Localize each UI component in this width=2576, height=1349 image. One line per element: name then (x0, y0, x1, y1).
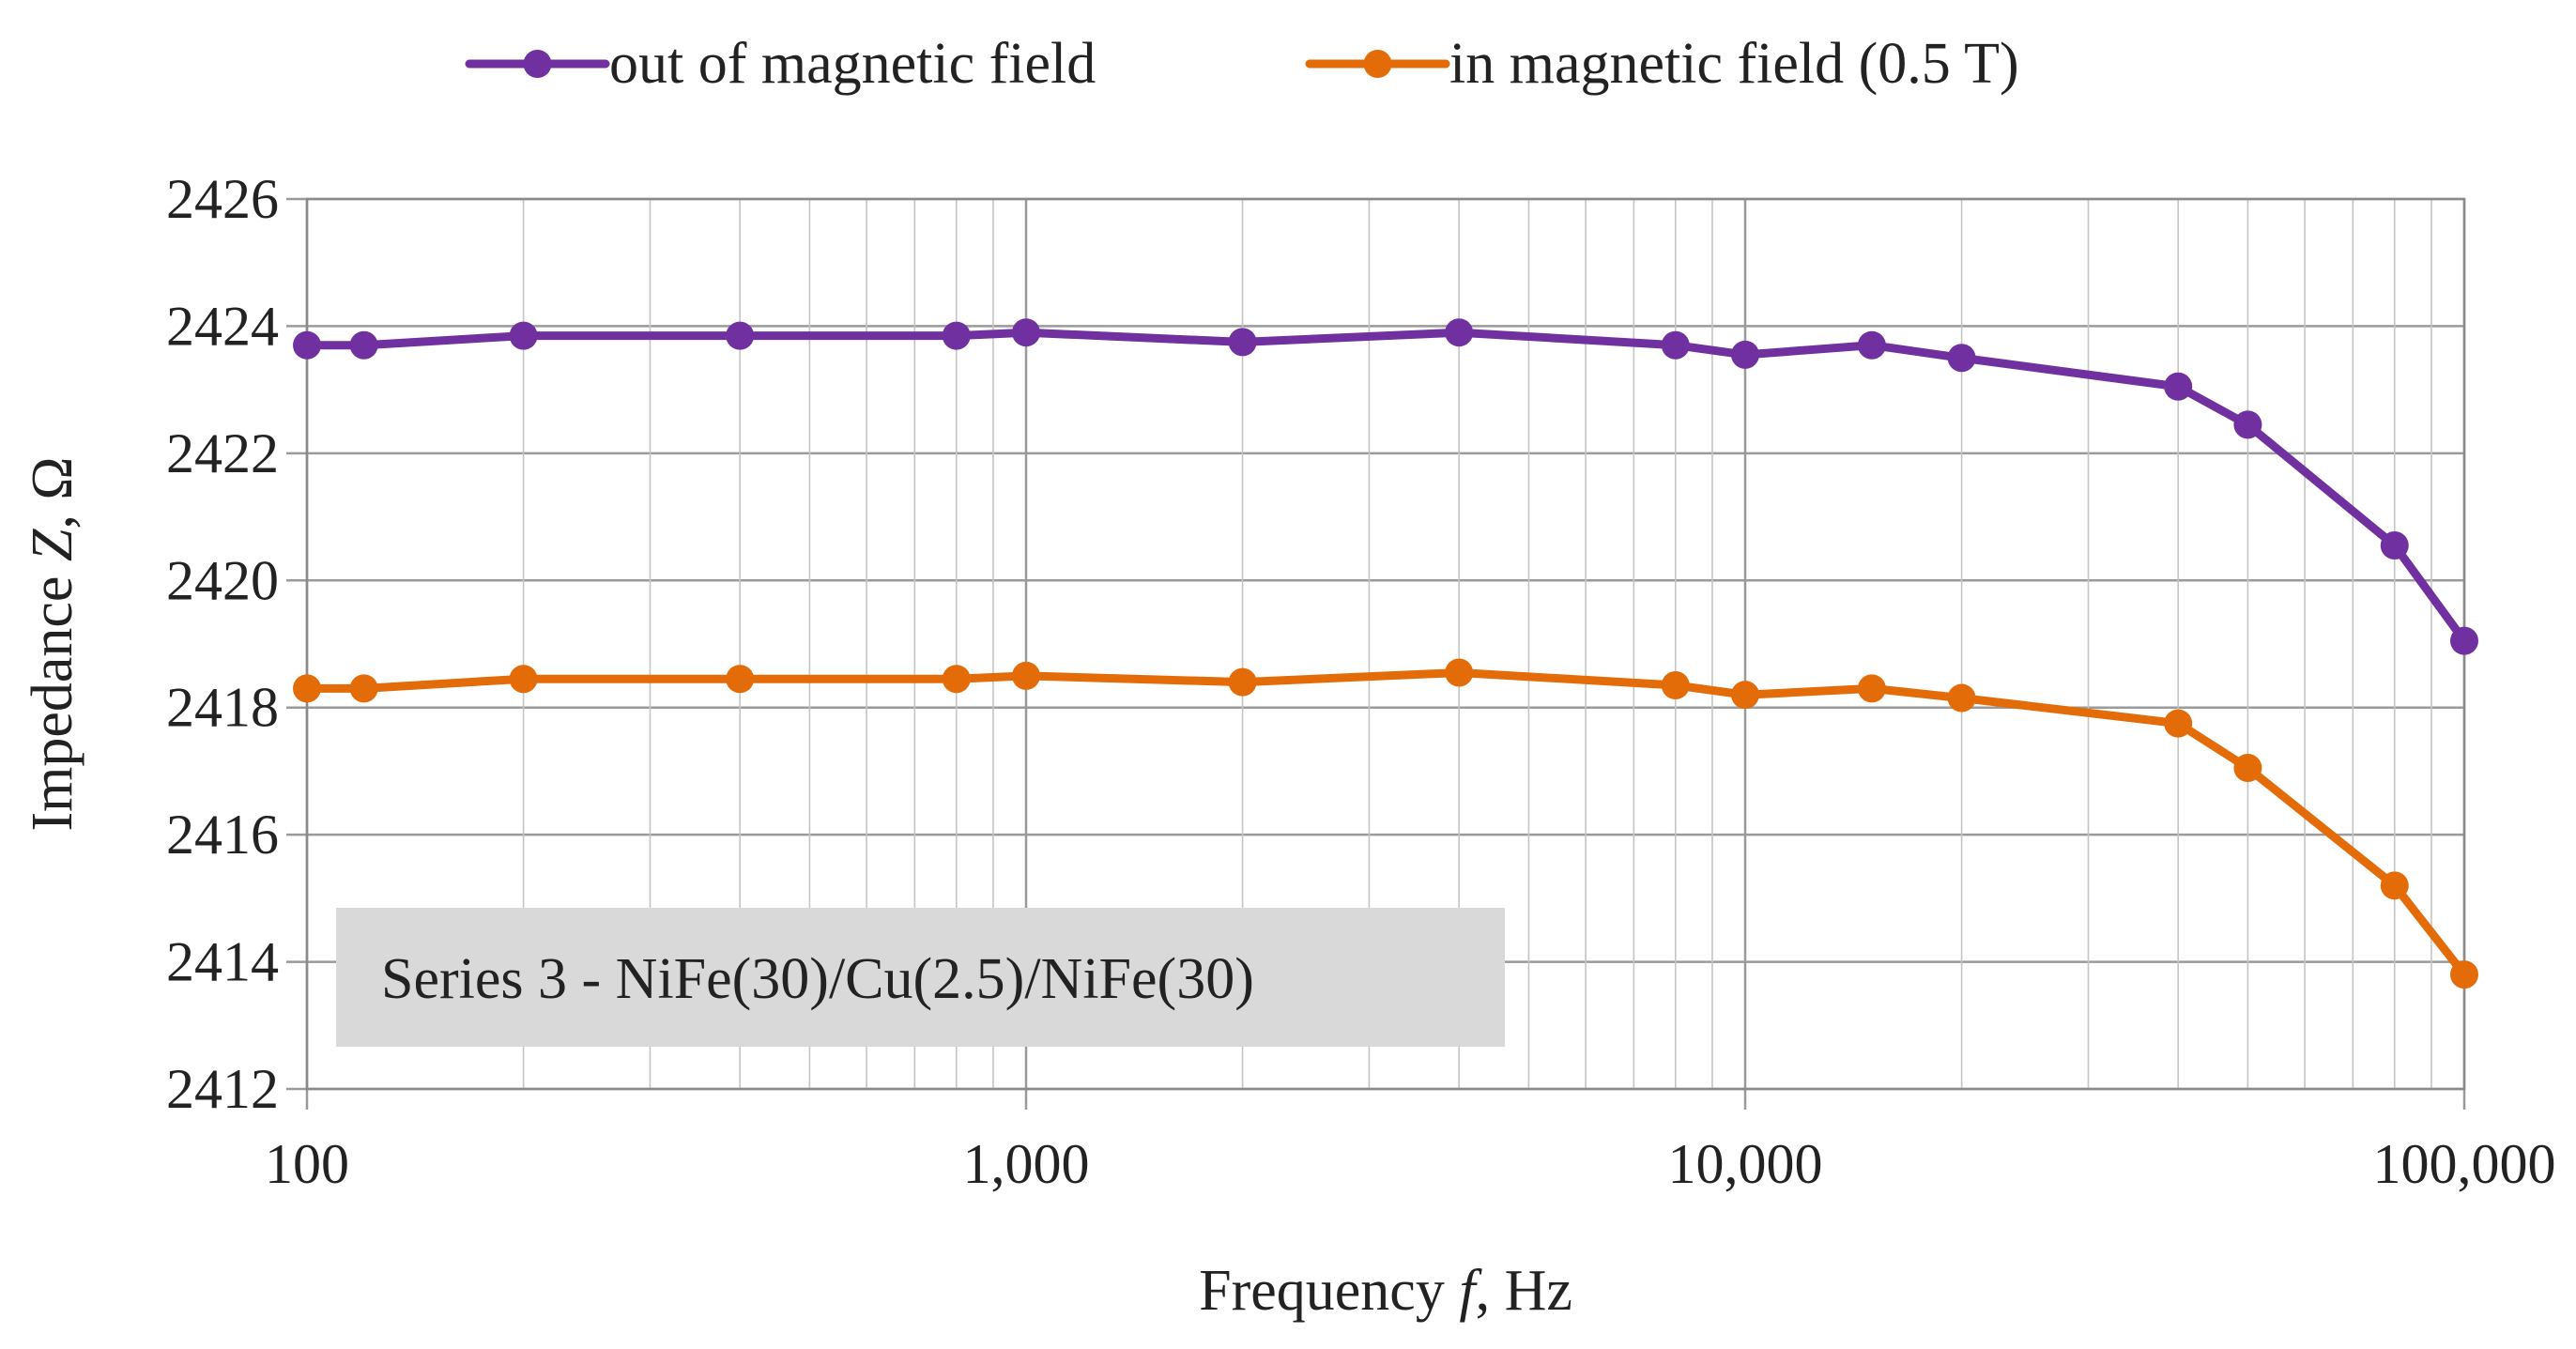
series-point-0 (1731, 340, 1759, 369)
series-point-0 (509, 321, 538, 350)
series-point-0 (1661, 330, 1690, 360)
series-point-0 (942, 321, 971, 350)
y-axis-title: Impedance Z, Ω (21, 456, 84, 831)
legend-marker-0 (523, 50, 552, 78)
series-point-0 (726, 321, 755, 350)
series-point-1 (2450, 960, 2478, 989)
series-point-0 (2164, 372, 2193, 401)
series-point-1 (1857, 674, 1886, 703)
y-axis-title-unit: , Ω (21, 456, 84, 529)
series-point-1 (2380, 871, 2409, 900)
series-annotation-box: Series 3 - NiFe(30)/Cu(2.5)/NiFe(30) (336, 908, 1505, 1047)
x-axis-title-unit: , Hz (1476, 1259, 1572, 1323)
series-point-0 (293, 330, 321, 360)
series-0 (293, 318, 2478, 655)
y-tick-label: 2422 (166, 422, 279, 484)
series-point-0 (1947, 344, 1976, 373)
series-point-1 (1661, 671, 1690, 700)
y-tick-label: 2412 (166, 1058, 279, 1120)
series-point-1 (1445, 658, 1474, 687)
legend-item-1: in magnetic field (0.5 T) (1305, 32, 2019, 96)
series-point-0 (1445, 318, 1474, 347)
x-axis-title: Frequency f, Hz (1199, 1259, 1572, 1323)
y-tick-label: 2416 (166, 804, 279, 866)
series-point-0 (1012, 318, 1040, 347)
series-layer (293, 318, 2478, 989)
annotation-background (336, 908, 1505, 1047)
y-tick-label: 2424 (166, 295, 279, 357)
series-point-1 (509, 665, 538, 694)
y-tick-label: 2420 (166, 549, 279, 611)
legend-item-0: out of magnetic field (465, 32, 1096, 96)
x-tick-label: 100 (265, 1133, 349, 1195)
series-point-1 (1731, 681, 1759, 710)
series-point-0 (1857, 330, 1886, 360)
legend-marker-1 (1363, 50, 1392, 78)
y-tick-label: 2414 (166, 931, 279, 993)
series-point-0 (2380, 531, 2409, 560)
series-point-0 (2233, 410, 2262, 439)
series-point-1 (1228, 667, 1257, 697)
x-tick-label: 100,000 (2373, 1133, 2556, 1195)
series-point-1 (293, 674, 321, 703)
series-point-1 (2233, 754, 2262, 783)
series-point-1 (942, 665, 971, 694)
y-tick-label: 2418 (166, 677, 279, 739)
annotation-text: Series 3 - NiFe(30)/Cu(2.5)/NiFe(30) (381, 947, 1254, 1011)
series-point-1 (1012, 661, 1040, 690)
legend-label-1: in magnetic field (0.5 T) (1449, 32, 2019, 96)
series-point-0 (2450, 626, 2478, 655)
x-tick-label: 1,000 (963, 1133, 1090, 1195)
series-line-0 (302, 328, 2469, 646)
y-axis-title-prefix: Impedance (21, 561, 84, 831)
series-point-0 (1228, 328, 1257, 357)
series-1 (293, 658, 2478, 989)
series-point-0 (349, 330, 378, 360)
series-line-1 (302, 668, 2469, 979)
x-tick-label: 10,000 (1668, 1133, 1823, 1195)
series-point-1 (726, 665, 755, 694)
series-point-1 (2164, 709, 2193, 738)
x-axis-title-prefix: Frequency (1199, 1259, 1459, 1323)
y-tick-label: 2426 (166, 168, 279, 230)
series-point-1 (1947, 683, 1976, 713)
y-axis-title-symbol: Z (21, 529, 84, 561)
series-point-1 (349, 674, 378, 703)
y-axis-ticks: 2412 2414 2416 2418 2420 2422 2424 2426 (166, 168, 279, 1120)
legend-label-0: out of magnetic field (609, 32, 1096, 96)
legend: out of magnetic field in magnetic field (… (465, 32, 2019, 96)
x-axis-ticks: 100 1,000 10,000 100,000 (265, 1133, 2556, 1195)
